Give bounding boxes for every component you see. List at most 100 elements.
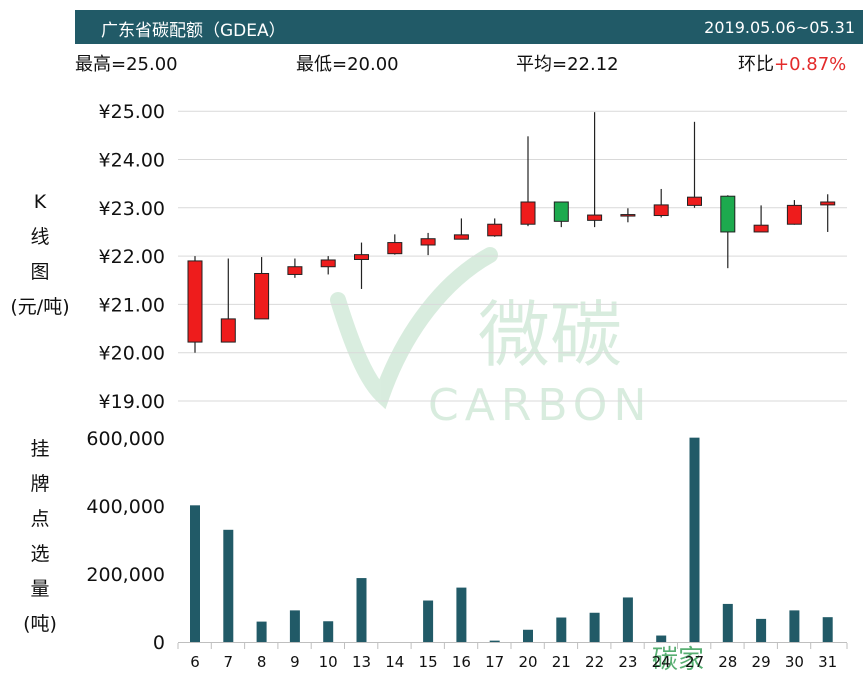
candle-body bbox=[420, 238, 436, 246]
volume-bar bbox=[223, 529, 234, 642]
candle bbox=[287, 258, 303, 278]
x-tick-label: 30 bbox=[785, 653, 804, 671]
stat-low: 最低=20.00 bbox=[296, 54, 399, 75]
x-tick-label: 27 bbox=[685, 653, 704, 671]
x-tick-label: 28 bbox=[718, 653, 737, 671]
volume-bar bbox=[656, 635, 667, 642]
volume-bar bbox=[523, 629, 533, 642]
candle bbox=[320, 256, 336, 275]
volume-bar bbox=[423, 600, 434, 642]
candle bbox=[553, 201, 569, 228]
candle-body bbox=[820, 201, 836, 206]
candle bbox=[387, 234, 403, 255]
candle-body bbox=[387, 242, 403, 255]
kline-ylabel: K 线图 (元/吨) bbox=[10, 191, 70, 318]
candle-body bbox=[254, 272, 270, 320]
candle bbox=[687, 121, 702, 208]
volume-bar bbox=[489, 640, 500, 642]
kline-ytick-label: ¥19.00 bbox=[99, 391, 165, 413]
kline-ytick-label: ¥24.00 bbox=[99, 150, 165, 172]
watermark-main-text: 微碳 bbox=[478, 293, 622, 377]
candle-body bbox=[653, 204, 669, 217]
kline-yaxis: ¥19.00 ¥20.00 ¥21.00 ¥22.00 ¥23.00 ¥24.00 ¥25.… bbox=[99, 101, 165, 413]
volume-bar bbox=[722, 603, 733, 642]
candle bbox=[487, 218, 503, 237]
volume-bar bbox=[822, 617, 833, 642]
candle-body bbox=[687, 196, 702, 206]
x-tick-label: 14 bbox=[385, 653, 404, 671]
volume-yaxis: 0 200,000 400,000 600,000 bbox=[86, 428, 165, 654]
chart-title: 广东省碳配额（GDEA） bbox=[101, 21, 286, 41]
candle-body bbox=[287, 266, 303, 275]
volume-bars bbox=[178, 437, 847, 643]
candle-body bbox=[620, 214, 636, 217]
candle bbox=[453, 218, 469, 240]
x-tick-label: 21 bbox=[552, 653, 571, 671]
candle-body bbox=[520, 201, 536, 225]
candle bbox=[820, 194, 836, 232]
volume-ylabel: 挂牌点选量 (吨) bbox=[23, 438, 57, 635]
date-range: 2019.05.06~05.31 bbox=[704, 18, 855, 37]
candle-body bbox=[453, 234, 469, 240]
volume-bar bbox=[323, 621, 334, 642]
candlesticks bbox=[187, 112, 836, 353]
volume-bar bbox=[589, 612, 600, 642]
candle-body bbox=[553, 201, 569, 222]
volume-bar bbox=[356, 578, 367, 642]
volume-bar bbox=[190, 505, 200, 642]
volume-bar bbox=[789, 610, 800, 642]
stat-high: 最高=25.00 bbox=[75, 54, 178, 75]
stat-change-value: +0.87% bbox=[774, 54, 847, 75]
candle bbox=[520, 136, 536, 227]
volume-bar bbox=[289, 610, 300, 642]
x-tick-label: 22 bbox=[585, 653, 604, 671]
kline-ytick-label: ¥22.00 bbox=[99, 246, 165, 268]
candle bbox=[620, 208, 636, 223]
x-axis-labels: 6 7 8 9 10 13 14 15 16 17 20 21 22 23 24 27 28 29 30 31 bbox=[177, 643, 848, 671]
volume-bar bbox=[456, 587, 467, 642]
candle-body bbox=[320, 259, 336, 268]
candle-body bbox=[487, 223, 503, 237]
candle bbox=[753, 205, 769, 233]
x-tick-label: 31 bbox=[818, 653, 837, 671]
kline-gridlines bbox=[178, 110, 847, 402]
stat-change-label: 环比 bbox=[738, 54, 774, 75]
x-tick-label: 9 bbox=[290, 653, 300, 671]
x-tick-label: 20 bbox=[518, 653, 537, 671]
x-tick-label: 6 bbox=[190, 653, 200, 671]
volume-bar bbox=[556, 617, 567, 642]
kline-ytick-label: ¥20.00 bbox=[99, 343, 165, 365]
candle bbox=[187, 256, 203, 353]
candle-body bbox=[587, 214, 603, 221]
header-bar: 广东省碳配额（GDEA） 2019.05.06~05.31 bbox=[75, 10, 863, 44]
kline-ytick-label: ¥25.00 bbox=[99, 101, 165, 123]
x-tick-label: 24 bbox=[652, 653, 671, 671]
x-tick-label: 16 bbox=[452, 653, 471, 671]
x-tick-label: 8 bbox=[257, 653, 267, 671]
candle-body bbox=[753, 224, 769, 233]
candle bbox=[254, 257, 270, 320]
watermark-sub-text: CARBON bbox=[428, 380, 652, 431]
stat-average: 平均=22.12 bbox=[516, 54, 619, 75]
volume-ytick-label: 200,000 bbox=[86, 564, 165, 586]
volume-bar bbox=[622, 597, 633, 642]
candle bbox=[420, 232, 436, 256]
candle bbox=[786, 200, 802, 225]
volume-bar bbox=[689, 437, 700, 642]
candle bbox=[354, 242, 369, 289]
volume-ytick-label: 600,000 bbox=[86, 428, 165, 450]
x-tick-label: 17 bbox=[485, 653, 504, 671]
x-tick-label: 23 bbox=[618, 653, 637, 671]
x-tick-label: 15 bbox=[419, 653, 438, 671]
candle-body bbox=[354, 254, 369, 260]
candle bbox=[220, 258, 236, 343]
candle-body bbox=[187, 260, 203, 343]
candle bbox=[653, 188, 669, 218]
candle-body bbox=[720, 195, 736, 233]
x-tick-label: 13 bbox=[352, 653, 371, 671]
volume-bar bbox=[756, 618, 767, 642]
stat-change: 环比+0.87% bbox=[738, 50, 846, 76]
candle bbox=[587, 112, 603, 228]
volume-bar bbox=[256, 621, 267, 642]
